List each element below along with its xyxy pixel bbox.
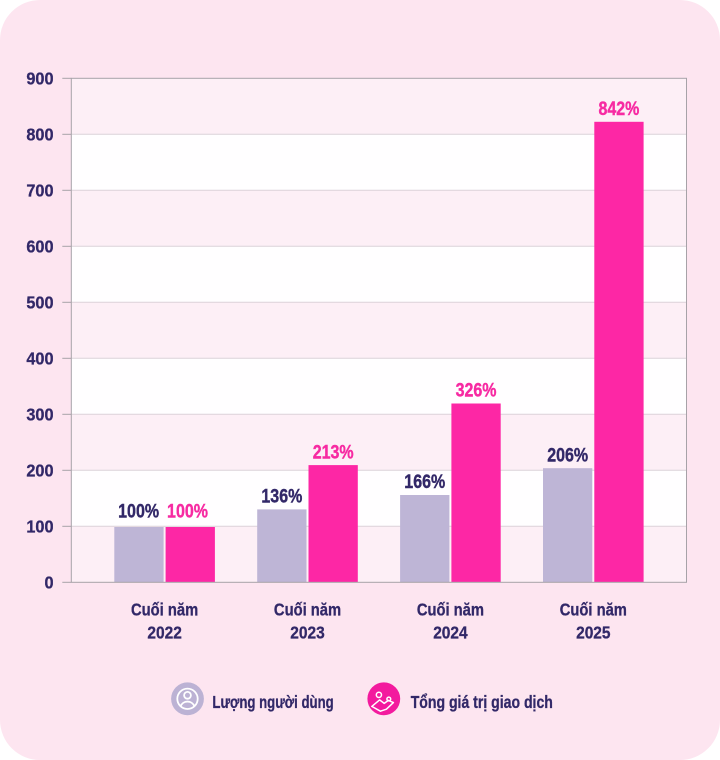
svg-text:Cuối năm: Cuối năm [560,600,627,620]
svg-text:Cuối năm: Cuối năm [131,600,198,620]
svg-text:0: 0 [44,573,53,593]
svg-text:Tổng giá trị giao dịch: Tổng giá trị giao dịch [411,692,553,712]
svg-text:2022: 2022 [147,622,181,642]
svg-text:100%: 100% [167,500,208,522]
svg-text:166%: 166% [404,471,445,493]
svg-text:200: 200 [26,461,53,481]
svg-text:2025: 2025 [576,622,610,642]
svg-text:Cuối năm: Cuối năm [417,600,484,620]
svg-text:600: 600 [26,237,53,257]
svg-text:400: 400 [26,349,53,369]
svg-text:800: 800 [26,125,53,145]
svg-text:326%: 326% [456,379,497,401]
svg-text:300: 300 [26,405,53,425]
svg-text:206%: 206% [547,444,588,466]
svg-text:900: 900 [26,69,53,89]
svg-text:136%: 136% [261,485,302,507]
svg-text:2023: 2023 [290,622,324,642]
svg-text:700: 700 [26,181,53,201]
svg-text:Lượng người dùng: Lượng người dùng [212,693,333,712]
svg-text:2024: 2024 [433,622,468,642]
svg-text:Cuối năm: Cuối năm [274,600,341,620]
svg-text:213%: 213% [313,441,354,463]
svg-text:842%: 842% [599,98,640,120]
svg-text:100: 100 [26,517,53,537]
svg-text:100%: 100% [118,500,159,522]
svg-text:500: 500 [26,293,53,313]
